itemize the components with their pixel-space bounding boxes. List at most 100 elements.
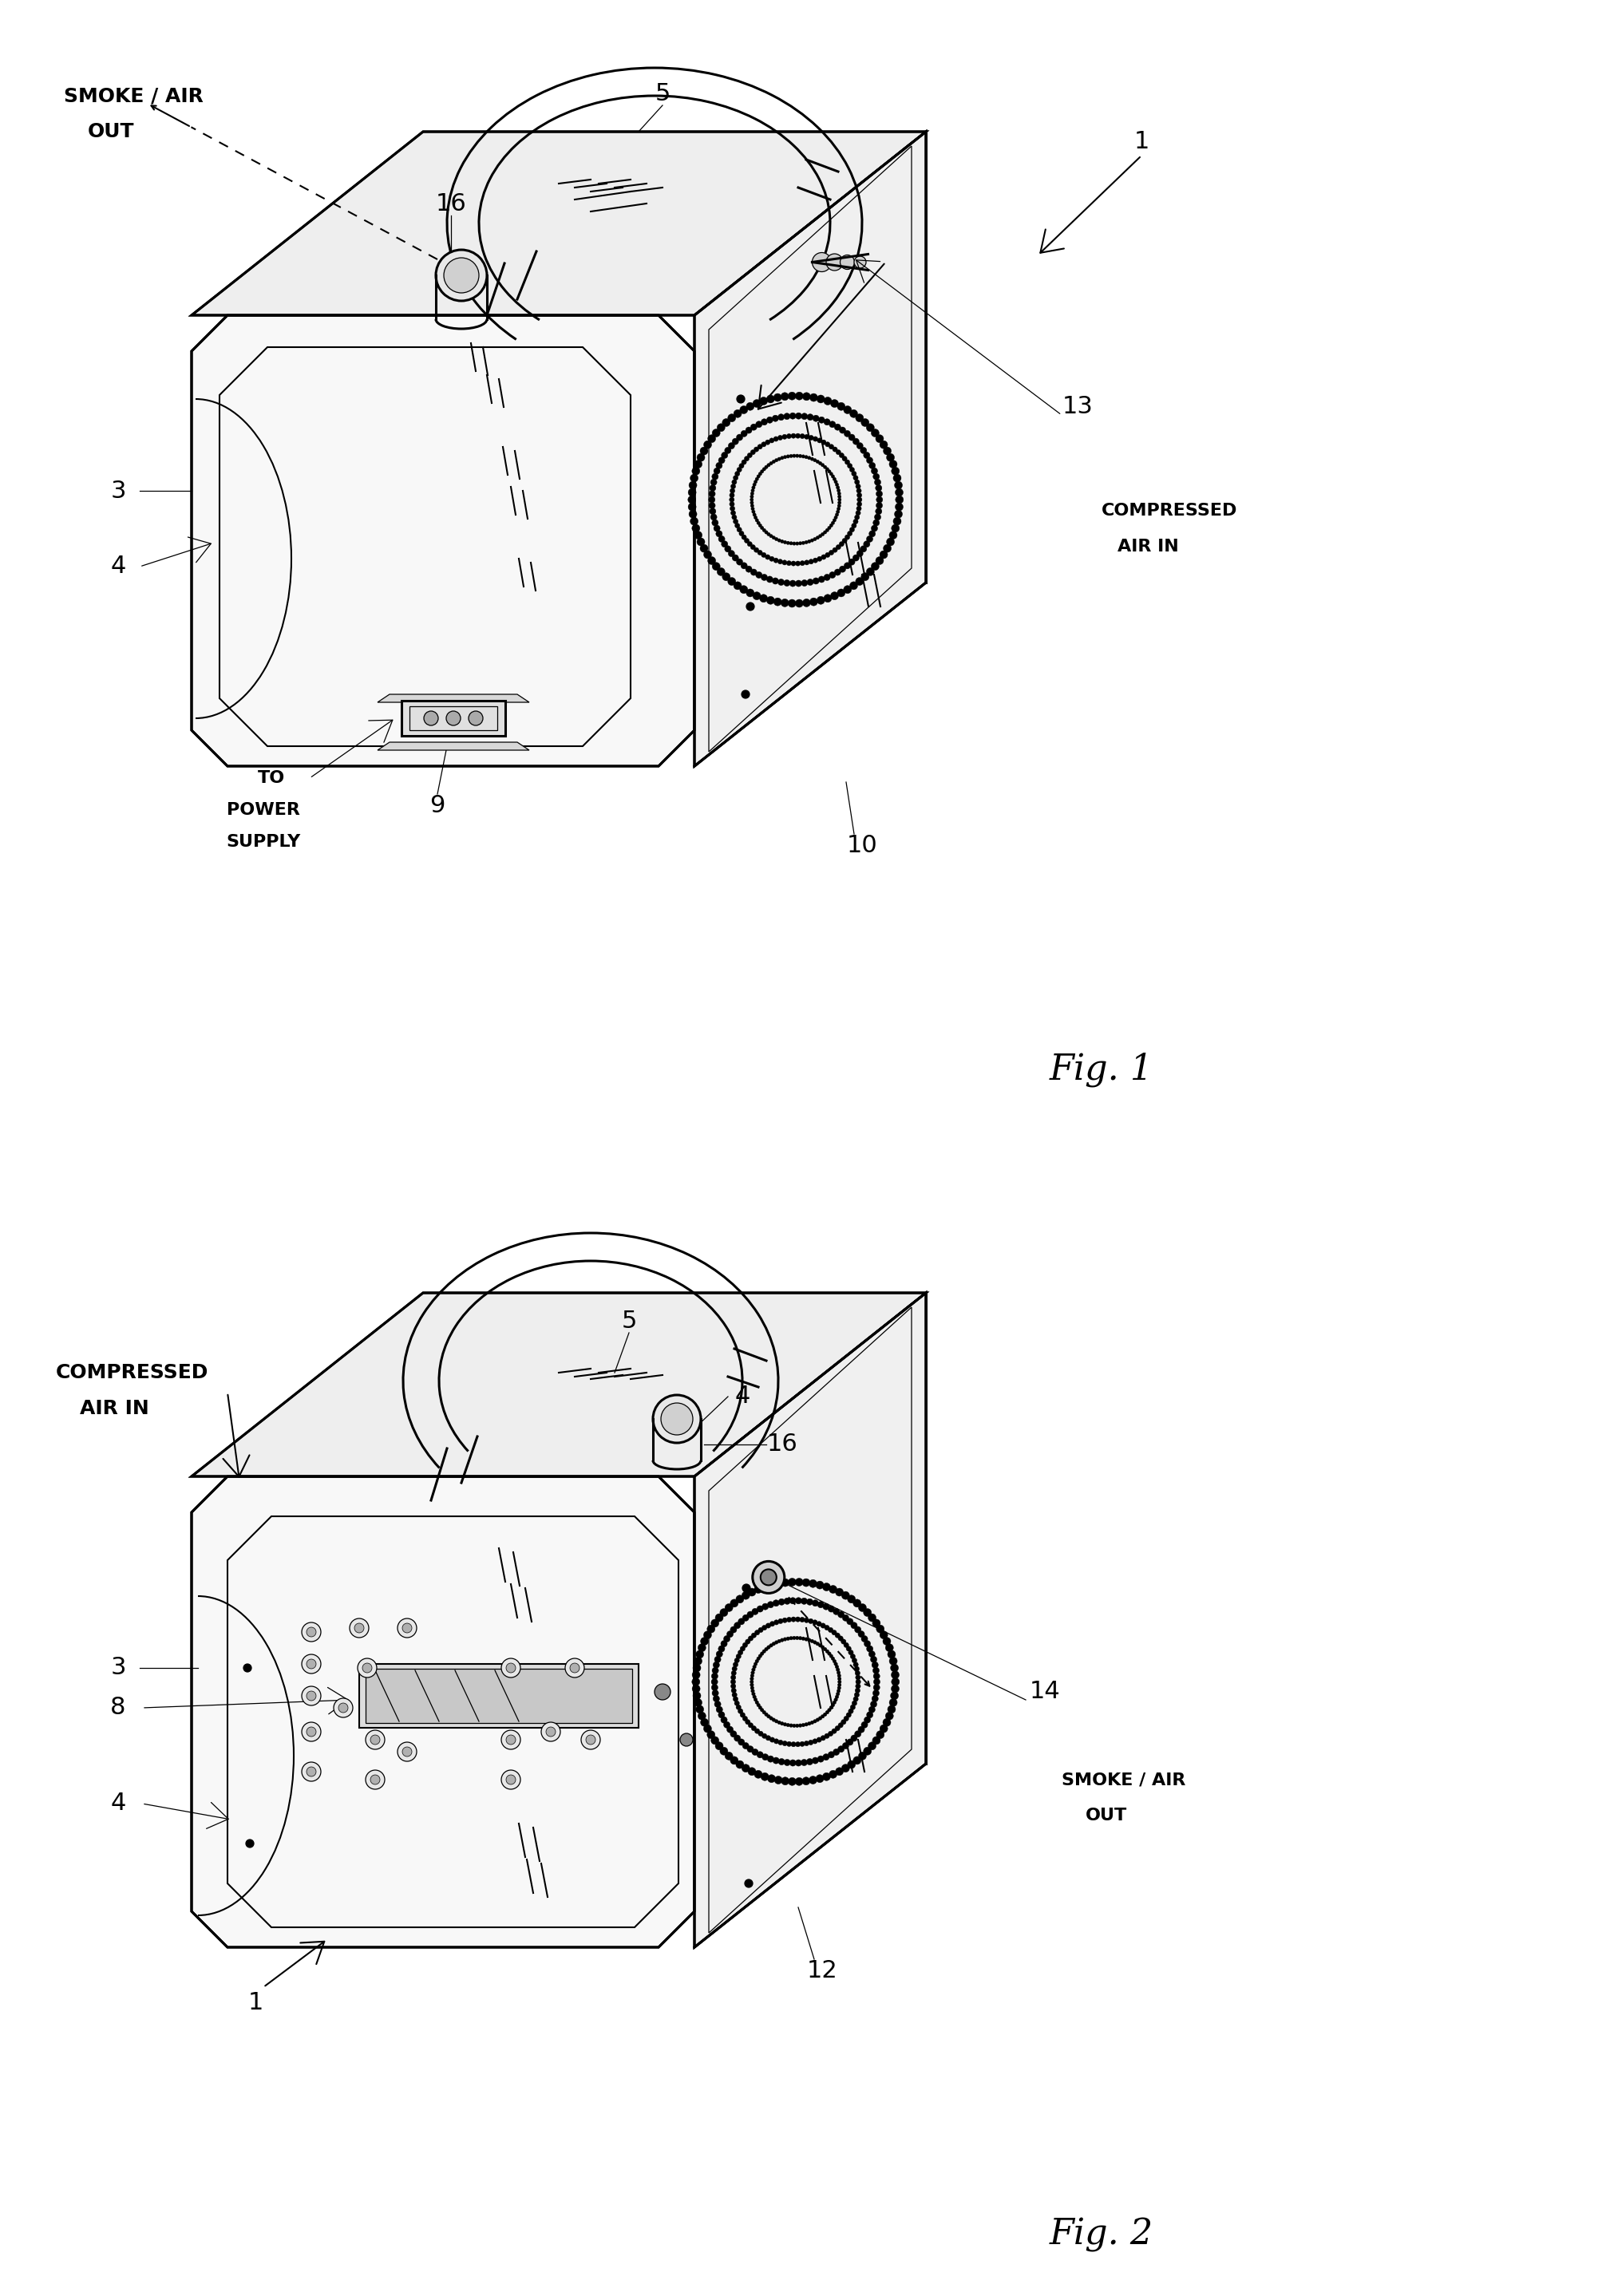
- Circle shape: [740, 1713, 745, 1717]
- Circle shape: [864, 1717, 870, 1724]
- Circle shape: [838, 1745, 845, 1752]
- Circle shape: [829, 473, 834, 475]
- Circle shape: [402, 1623, 411, 1632]
- Circle shape: [827, 1708, 830, 1713]
- Circle shape: [758, 445, 763, 450]
- Circle shape: [861, 546, 867, 551]
- Circle shape: [825, 441, 830, 448]
- Circle shape: [501, 1770, 520, 1789]
- Circle shape: [758, 551, 763, 556]
- Text: 5: 5: [655, 83, 670, 106]
- Circle shape: [824, 1649, 827, 1651]
- Circle shape: [729, 498, 734, 503]
- Circle shape: [695, 1651, 703, 1658]
- Circle shape: [861, 1635, 867, 1642]
- Circle shape: [734, 1736, 740, 1740]
- Circle shape: [870, 563, 878, 569]
- Circle shape: [781, 1639, 784, 1642]
- Circle shape: [888, 1651, 896, 1658]
- Circle shape: [761, 553, 766, 558]
- Circle shape: [858, 498, 862, 503]
- Circle shape: [890, 1699, 898, 1706]
- Circle shape: [734, 1623, 740, 1628]
- Circle shape: [883, 544, 891, 553]
- Circle shape: [824, 418, 830, 425]
- Circle shape: [822, 1773, 830, 1782]
- Circle shape: [832, 1704, 835, 1706]
- Circle shape: [752, 1667, 755, 1671]
- Circle shape: [768, 1756, 774, 1763]
- Circle shape: [586, 1736, 596, 1745]
- Circle shape: [809, 560, 814, 565]
- Circle shape: [732, 1697, 739, 1701]
- Circle shape: [809, 597, 817, 606]
- Circle shape: [732, 1662, 739, 1667]
- Circle shape: [861, 418, 869, 427]
- Circle shape: [825, 528, 829, 533]
- Circle shape: [692, 1678, 700, 1685]
- Circle shape: [711, 1674, 718, 1678]
- Polygon shape: [191, 315, 694, 767]
- Polygon shape: [377, 742, 530, 751]
- Circle shape: [819, 1717, 822, 1720]
- Circle shape: [837, 1667, 840, 1671]
- Circle shape: [339, 1704, 349, 1713]
- Circle shape: [848, 1651, 853, 1655]
- Circle shape: [825, 255, 843, 271]
- Circle shape: [864, 452, 870, 459]
- Circle shape: [789, 1577, 797, 1587]
- Circle shape: [307, 1692, 316, 1701]
- Circle shape: [752, 1632, 756, 1637]
- Circle shape: [774, 1738, 779, 1743]
- Circle shape: [821, 441, 825, 445]
- Circle shape: [662, 1403, 692, 1435]
- Circle shape: [740, 429, 747, 436]
- Circle shape: [792, 455, 797, 457]
- Circle shape: [772, 579, 779, 583]
- Circle shape: [718, 535, 724, 542]
- Circle shape: [774, 393, 782, 402]
- Circle shape: [891, 1685, 899, 1692]
- Circle shape: [896, 496, 904, 503]
- Circle shape: [435, 250, 487, 301]
- Circle shape: [737, 466, 742, 473]
- Circle shape: [851, 1736, 858, 1740]
- Circle shape: [737, 558, 744, 565]
- Circle shape: [742, 1763, 750, 1773]
- Circle shape: [707, 1731, 715, 1738]
- Circle shape: [700, 1637, 708, 1646]
- Circle shape: [782, 434, 787, 439]
- Circle shape: [732, 1667, 737, 1671]
- Circle shape: [864, 1639, 870, 1646]
- Circle shape: [750, 1676, 753, 1681]
- Circle shape: [874, 514, 880, 521]
- Circle shape: [837, 510, 840, 514]
- Circle shape: [753, 512, 756, 517]
- Circle shape: [402, 1747, 411, 1756]
- Circle shape: [790, 413, 797, 420]
- Circle shape: [832, 1660, 837, 1662]
- Circle shape: [798, 542, 801, 544]
- Circle shape: [806, 1759, 813, 1766]
- Circle shape: [654, 1396, 700, 1442]
- Circle shape: [753, 1662, 758, 1665]
- Circle shape: [854, 1667, 859, 1671]
- Circle shape: [795, 393, 803, 400]
- Circle shape: [781, 393, 789, 400]
- Circle shape: [753, 480, 758, 484]
- Circle shape: [736, 1653, 740, 1660]
- Circle shape: [737, 395, 745, 404]
- Circle shape: [795, 434, 800, 439]
- Text: POWER: POWER: [226, 801, 300, 817]
- Circle shape: [750, 1685, 753, 1690]
- Circle shape: [731, 1731, 737, 1738]
- Circle shape: [806, 413, 813, 420]
- Circle shape: [822, 1603, 829, 1609]
- Circle shape: [853, 556, 859, 560]
- Text: 16: 16: [766, 1433, 798, 1456]
- Circle shape: [838, 501, 842, 505]
- Circle shape: [838, 1722, 843, 1729]
- Circle shape: [842, 1639, 846, 1644]
- Circle shape: [708, 491, 715, 496]
- Circle shape: [893, 473, 901, 482]
